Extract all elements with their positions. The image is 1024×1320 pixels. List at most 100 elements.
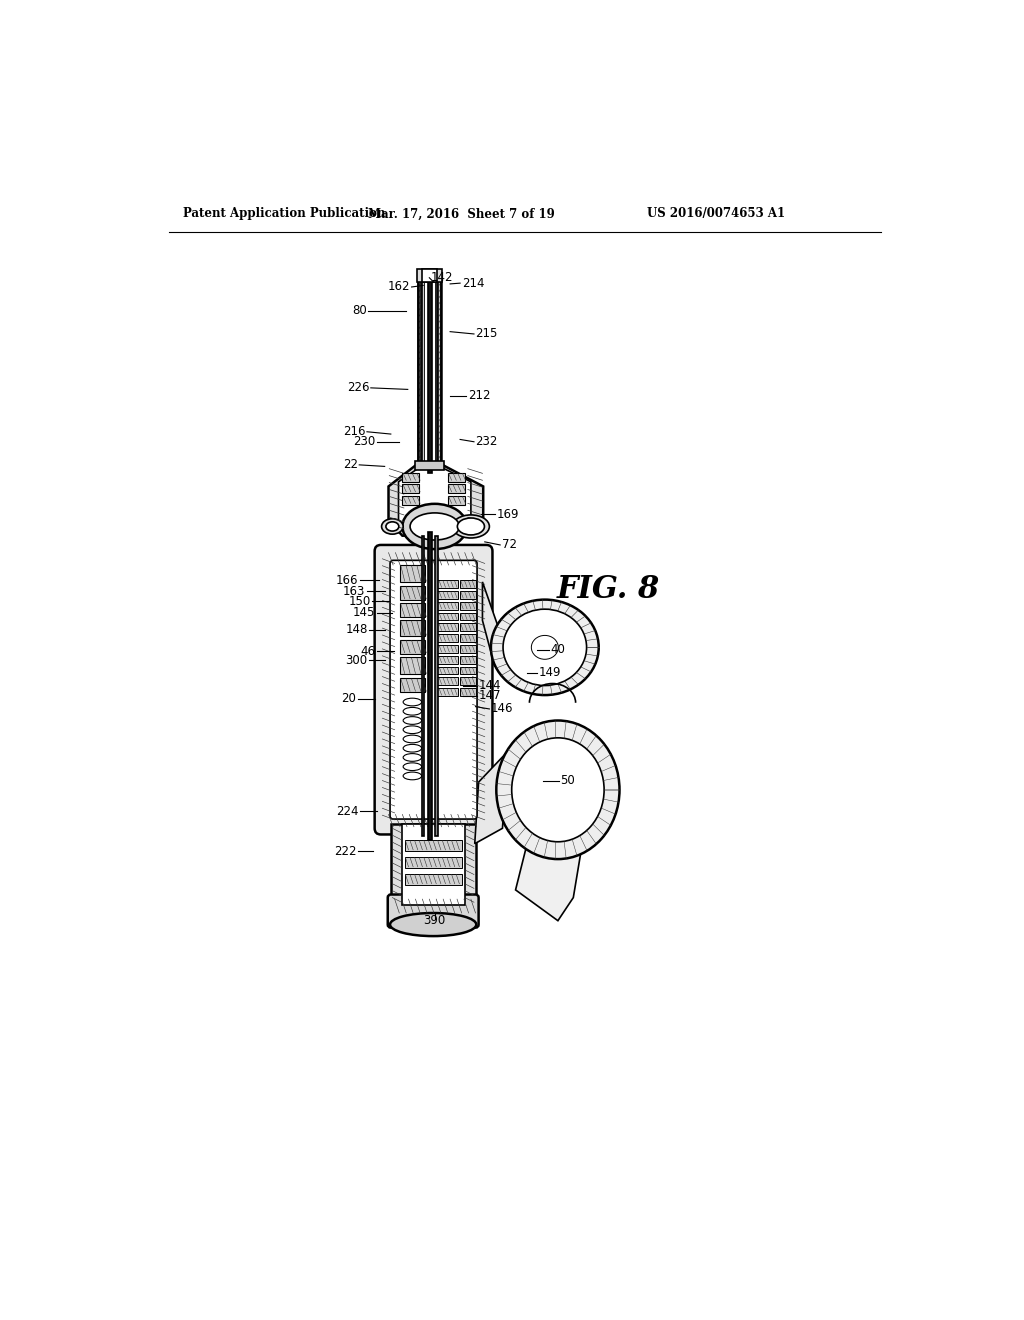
Text: 50: 50 — [560, 774, 574, 787]
Bar — [435, 623, 458, 631]
Bar — [422, 280, 425, 465]
Text: 145: 145 — [353, 606, 376, 619]
Bar — [402, 496, 419, 506]
Bar — [402, 484, 419, 494]
Text: 226: 226 — [347, 381, 370, 395]
Bar — [460, 688, 475, 696]
Text: 40: 40 — [550, 643, 565, 656]
Text: 300: 300 — [345, 653, 368, 667]
Bar — [435, 688, 458, 696]
Ellipse shape — [458, 517, 484, 535]
Ellipse shape — [490, 599, 599, 696]
Bar — [404, 840, 462, 851]
Text: 390: 390 — [424, 915, 445, 927]
Ellipse shape — [402, 504, 467, 549]
Bar — [460, 656, 475, 664]
Bar — [418, 280, 421, 465]
Bar — [435, 581, 458, 589]
Bar — [415, 461, 444, 470]
Text: 224: 224 — [336, 805, 358, 818]
Bar — [400, 565, 425, 582]
Text: 144: 144 — [478, 680, 501, 693]
Text: 169: 169 — [497, 508, 519, 520]
Ellipse shape — [497, 721, 620, 859]
Text: 148: 148 — [345, 623, 368, 636]
Text: 146: 146 — [490, 702, 513, 715]
Ellipse shape — [503, 609, 587, 685]
Bar — [417, 268, 441, 281]
Bar — [400, 586, 425, 599]
Text: 222: 222 — [334, 845, 356, 858]
Text: 162: 162 — [387, 280, 410, 293]
Bar — [435, 656, 458, 664]
Bar — [460, 591, 475, 599]
Bar — [400, 657, 425, 675]
Bar — [460, 612, 475, 620]
Bar — [438, 280, 441, 465]
Ellipse shape — [386, 521, 398, 531]
Bar — [460, 667, 475, 675]
Text: FIG. 8: FIG. 8 — [556, 574, 659, 605]
Text: 142: 142 — [431, 271, 454, 284]
Bar — [391, 825, 475, 906]
Text: 80: 80 — [352, 305, 367, 317]
Bar — [435, 591, 458, 599]
Bar — [460, 602, 475, 610]
Bar — [400, 603, 425, 618]
Polygon shape — [475, 751, 508, 843]
Text: 212: 212 — [468, 389, 490, 403]
Bar — [422, 268, 437, 281]
Text: 150: 150 — [348, 594, 371, 607]
Bar — [460, 635, 475, 642]
Text: 46: 46 — [360, 644, 376, 657]
Ellipse shape — [453, 515, 489, 539]
Text: 163: 163 — [343, 585, 366, 598]
Bar — [400, 620, 425, 636]
Text: 22: 22 — [343, 458, 357, 471]
Text: 230: 230 — [353, 436, 376, 449]
Ellipse shape — [512, 738, 604, 842]
Bar — [435, 280, 437, 465]
Bar — [435, 536, 438, 836]
Bar — [460, 623, 475, 631]
Polygon shape — [515, 843, 581, 921]
Text: 232: 232 — [475, 436, 498, 449]
Bar — [400, 678, 425, 692]
Text: 214: 214 — [462, 277, 484, 289]
Text: 147: 147 — [478, 689, 501, 702]
Ellipse shape — [410, 513, 460, 540]
Ellipse shape — [390, 913, 476, 936]
Bar — [435, 635, 458, 642]
Bar — [435, 612, 458, 620]
Polygon shape — [388, 465, 483, 536]
Bar — [401, 825, 465, 906]
Text: US 2016/0074653 A1: US 2016/0074653 A1 — [647, 207, 785, 220]
Text: 215: 215 — [475, 327, 498, 341]
Text: Mar. 17, 2016  Sheet 7 of 19: Mar. 17, 2016 Sheet 7 of 19 — [369, 207, 555, 220]
Bar — [460, 645, 475, 653]
Bar — [428, 532, 432, 840]
Ellipse shape — [531, 635, 558, 659]
Bar — [447, 473, 465, 482]
Bar — [422, 536, 424, 836]
Bar — [435, 645, 458, 653]
Polygon shape — [482, 582, 499, 667]
Ellipse shape — [382, 519, 403, 535]
Bar — [428, 272, 432, 473]
FancyBboxPatch shape — [375, 545, 493, 834]
Text: 216: 216 — [343, 425, 366, 438]
Polygon shape — [398, 465, 471, 532]
Bar — [400, 640, 425, 653]
Bar — [447, 496, 465, 506]
Text: 72: 72 — [502, 539, 517, 552]
Text: 20: 20 — [341, 693, 356, 705]
Bar — [404, 874, 462, 886]
Bar — [460, 581, 475, 589]
Bar — [435, 677, 458, 685]
Bar — [435, 667, 458, 675]
FancyBboxPatch shape — [388, 895, 478, 928]
Text: 149: 149 — [539, 667, 561, 680]
FancyBboxPatch shape — [390, 560, 477, 818]
Bar — [425, 280, 435, 465]
Bar — [404, 857, 462, 869]
